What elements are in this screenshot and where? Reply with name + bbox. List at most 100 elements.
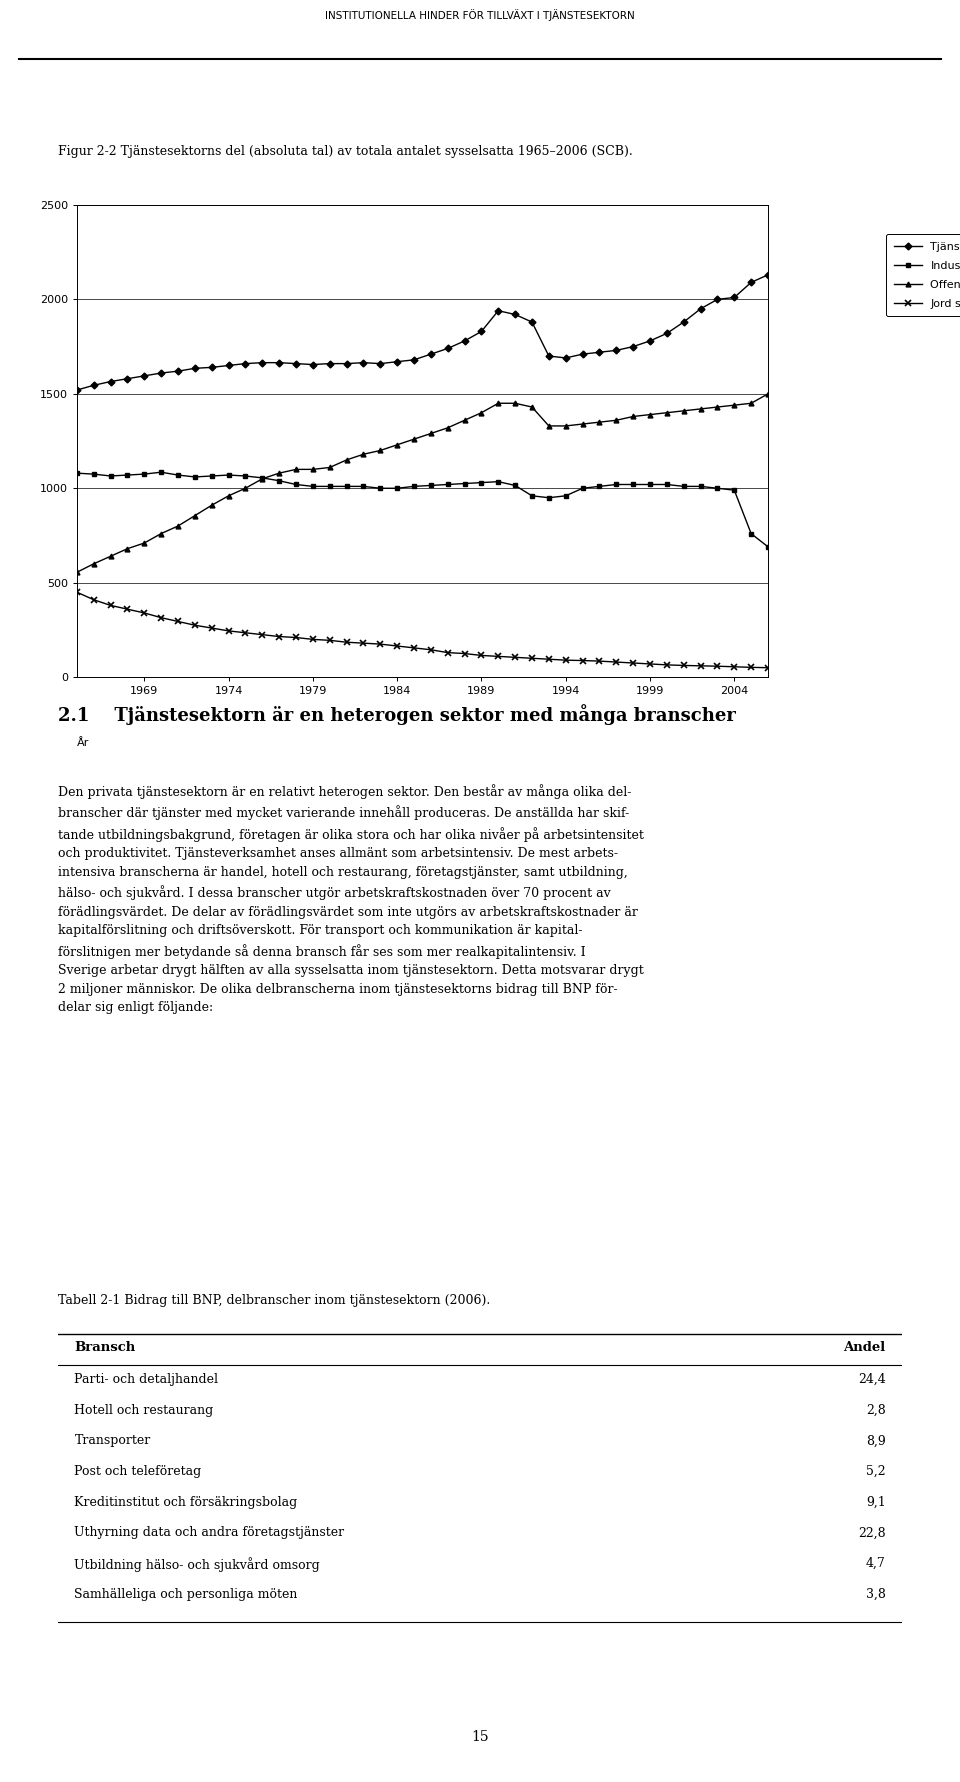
Jord skog fiske [644, 654, 656, 675]
Jord skog fiske [189, 615, 201, 636]
Industri [290, 474, 301, 495]
Line: Industri: Industri [74, 470, 771, 549]
Jord skog fiske [274, 625, 285, 647]
Tjänster [560, 347, 571, 369]
Offentlig sektor [711, 396, 723, 417]
Industri [593, 476, 605, 497]
Jord skog fiske [408, 638, 420, 659]
Line: Jord skog fiske: Jord skog fiske [74, 590, 771, 670]
Line: Tjänster: Tjänster [74, 273, 771, 392]
Industri [611, 474, 622, 495]
Jord skog fiske [442, 642, 453, 663]
Offentlig sektor [341, 449, 352, 470]
Industri [324, 476, 335, 497]
Industri [341, 476, 352, 497]
Industri [644, 474, 656, 495]
Offentlig sektor [695, 397, 707, 419]
Jord skog fiske [577, 650, 588, 672]
Industri [628, 474, 639, 495]
Offentlig sektor [223, 485, 234, 506]
Industri [543, 486, 555, 508]
Jord skog fiske [711, 656, 723, 677]
Industri [223, 465, 234, 486]
Jord skog fiske [745, 656, 756, 677]
Text: Hotell och restaurang: Hotell och restaurang [75, 1404, 214, 1417]
Industri [88, 463, 100, 485]
Industri [442, 474, 453, 495]
Tjänster [577, 344, 588, 365]
Offentlig sektor [644, 405, 656, 426]
Jord skog fiske [205, 617, 217, 638]
Offentlig sektor [459, 410, 470, 431]
Tjänster [711, 289, 723, 310]
Industri [374, 478, 386, 499]
Tjänster [492, 299, 504, 321]
Offentlig sektor [408, 428, 420, 449]
Jord skog fiske [290, 627, 301, 649]
Jord skog fiske [543, 649, 555, 670]
Tjänster [628, 335, 639, 356]
Offentlig sektor [138, 533, 150, 554]
Text: 2,8: 2,8 [866, 1404, 885, 1417]
Jord skog fiske [240, 622, 252, 643]
Industri [510, 474, 521, 495]
Industri [189, 467, 201, 488]
Jord skog fiske [122, 599, 133, 620]
Tjänster [205, 356, 217, 378]
Text: 3,8: 3,8 [866, 1588, 885, 1600]
Tjänster [526, 312, 538, 333]
Offentlig sektor [543, 415, 555, 437]
Jord skog fiske [307, 629, 319, 650]
Jord skog fiske [71, 581, 83, 602]
Text: 9,1: 9,1 [866, 1495, 885, 1509]
Jord skog fiske [678, 654, 689, 675]
Offentlig sektor [745, 392, 756, 413]
Jord skog fiske [695, 656, 707, 677]
Tjänster [510, 303, 521, 324]
Offentlig sektor [628, 406, 639, 428]
Industri [492, 470, 504, 492]
Offentlig sektor [661, 403, 673, 424]
Text: 2.1    Tjänstesektorn är en heterogen sektor med många branscher: 2.1 Tjänstesektorn är en heterogen sekto… [58, 704, 735, 725]
Tjänster [661, 323, 673, 344]
Jord skog fiske [88, 590, 100, 611]
Jord skog fiske [526, 647, 538, 668]
Text: Andel: Andel [843, 1342, 885, 1354]
Industri [105, 465, 116, 486]
Industri [71, 463, 83, 485]
Text: 24,4: 24,4 [857, 1372, 885, 1386]
Industri [425, 474, 437, 495]
Industri [762, 536, 774, 558]
Industri [678, 476, 689, 497]
Offentlig sektor [577, 413, 588, 435]
Industri [172, 465, 183, 486]
Text: 4,7: 4,7 [866, 1557, 885, 1570]
Jord skog fiske [593, 650, 605, 672]
Tjänster [189, 358, 201, 380]
Tjänster [678, 312, 689, 333]
Tjänster [425, 344, 437, 365]
Jord skog fiske [138, 602, 150, 624]
Tjänster [392, 351, 403, 372]
Offentlig sektor [593, 412, 605, 433]
Offentlig sektor [442, 417, 453, 438]
Industri [256, 467, 268, 488]
Jord skog fiske [611, 652, 622, 674]
Offentlig sektor [256, 469, 268, 490]
Tjänster [695, 298, 707, 319]
Tjänster [729, 287, 740, 308]
Offentlig sektor [205, 495, 217, 517]
Offentlig sektor [172, 515, 183, 536]
Offentlig sektor [678, 401, 689, 422]
Industri [408, 476, 420, 497]
Offentlig sektor [475, 403, 487, 424]
Offentlig sektor [122, 538, 133, 560]
Tjänster [341, 353, 352, 374]
Jord skog fiske [172, 611, 183, 633]
Industri [711, 478, 723, 499]
Text: Bransch: Bransch [75, 1342, 135, 1354]
Jord skog fiske [475, 645, 487, 666]
Text: 22,8: 22,8 [858, 1527, 885, 1540]
Offentlig sektor [358, 444, 370, 465]
Industri [459, 472, 470, 494]
